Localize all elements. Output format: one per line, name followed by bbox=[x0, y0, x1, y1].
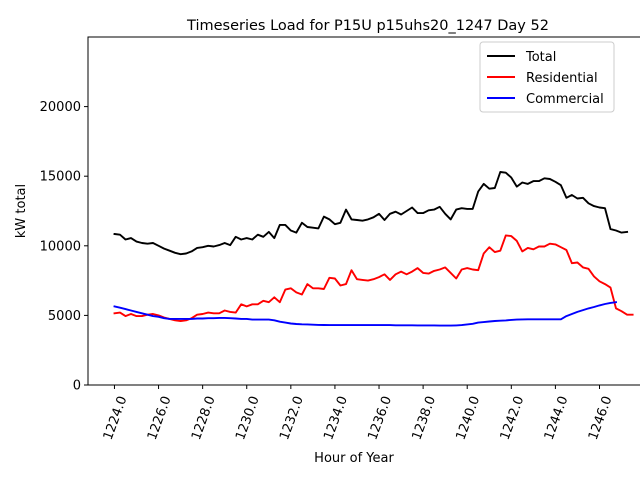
y-tick-label: 5000 bbox=[48, 309, 81, 324]
y-axis-label: kW total bbox=[14, 184, 29, 238]
plot-frame bbox=[87, 36, 640, 386]
series-line-residential bbox=[113, 234, 634, 322]
series-line-total bbox=[113, 171, 629, 256]
series-line-commercial bbox=[113, 301, 618, 327]
y-axis: 0 5000 10000 15000 20000 bbox=[40, 100, 88, 394]
y-tick-label: 0 bbox=[73, 379, 81, 394]
x-axis-label: Hour of Year bbox=[314, 451, 394, 466]
series-layer bbox=[113, 171, 634, 327]
chart-title: Timeseries Load for P15U p15uhs20_1247 D… bbox=[186, 18, 549, 34]
y-tick-label: 10000 bbox=[40, 239, 81, 254]
legend-label-total: Total bbox=[525, 50, 556, 65]
legend-label-commercial: Commercial bbox=[526, 92, 604, 107]
legend-label-residential: Residential bbox=[526, 71, 598, 86]
y-tick-label: 20000 bbox=[40, 100, 81, 115]
legend: Total Residential Commercial bbox=[479, 41, 615, 113]
y-tick-label: 15000 bbox=[40, 170, 81, 185]
legend-box bbox=[479, 41, 615, 113]
